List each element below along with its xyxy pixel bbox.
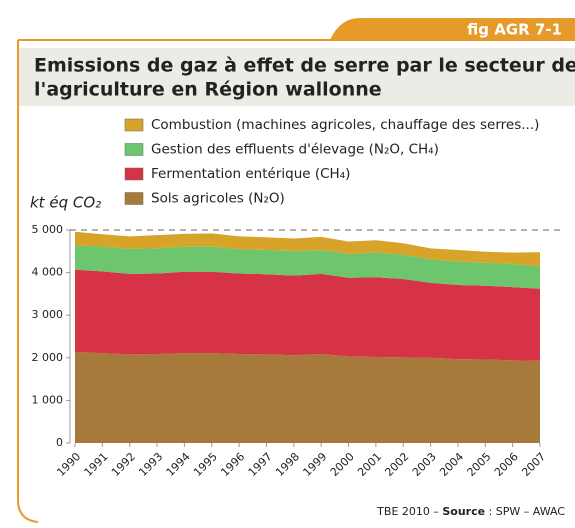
area [75, 269, 540, 361]
footer-part: TBE 2010 – [376, 505, 442, 518]
footer-part: : SPW – AWAC [485, 505, 565, 518]
legend-swatch [124, 143, 144, 156]
x-tick-label: 1998 [273, 450, 302, 479]
y-tick-label: 1 000 [32, 393, 64, 406]
x-tick-label: 1991 [82, 450, 111, 479]
frame [17, 40, 39, 523]
y-tick-label: 5 000 [32, 223, 64, 236]
x-tick-label: 2005 [465, 450, 494, 479]
x-tick-label: 2001 [355, 450, 384, 479]
x-tick-label: 1994 [164, 450, 193, 479]
y-tick-label: 3 000 [32, 308, 64, 321]
x-tick-label: 1996 [218, 450, 247, 479]
x-tick-label: 1999 [300, 450, 329, 479]
footer: TBE 2010 – Source : SPW – AWAC [376, 505, 565, 518]
x-tick-label: 2002 [382, 450, 411, 479]
x-tick-label: 2006 [492, 450, 521, 479]
x-tick-label: 2000 [328, 450, 357, 479]
area [75, 351, 540, 443]
chart-title: l'agriculture en Région wallonne [34, 79, 382, 101]
footer-part: Source [442, 505, 485, 518]
area [75, 231, 540, 267]
title-bg [19, 48, 575, 106]
y-tick-label: 2 000 [32, 351, 64, 364]
legend-label: Fermentation entérique (CH₄) [151, 166, 350, 182]
x-tick-label: 1993 [136, 450, 165, 479]
legend-swatch [124, 192, 144, 205]
legend-label: Combustion (machines agricoles, chauffag… [151, 117, 539, 133]
x-tick-label: 1990 [54, 450, 83, 479]
x-tick-label: 2003 [410, 450, 439, 479]
legend-swatch [124, 167, 144, 181]
legend-label: Gestion des effluents d'élevage (N₂O, CH… [151, 142, 439, 158]
y-tick-label: 0 [56, 436, 63, 449]
legend-swatch [124, 118, 144, 132]
chart-title: Emissions de gaz à effet de serre par le… [34, 55, 575, 77]
x-tick-label: 2004 [437, 450, 466, 479]
y-tick-label: 4 000 [32, 266, 64, 279]
x-tick-label: 1995 [191, 450, 220, 479]
x-tick-label: 1992 [109, 450, 138, 479]
legend-label: Sols agricoles (N₂O) [151, 191, 285, 207]
x-tick-label: 1997 [246, 450, 275, 479]
y-axis-label: kt éq CO₂ [30, 194, 101, 212]
x-tick-label: 2007 [519, 450, 548, 479]
area [75, 245, 540, 289]
badge-bg [330, 18, 575, 40]
badge: fig AGR 7-1 [467, 21, 562, 39]
